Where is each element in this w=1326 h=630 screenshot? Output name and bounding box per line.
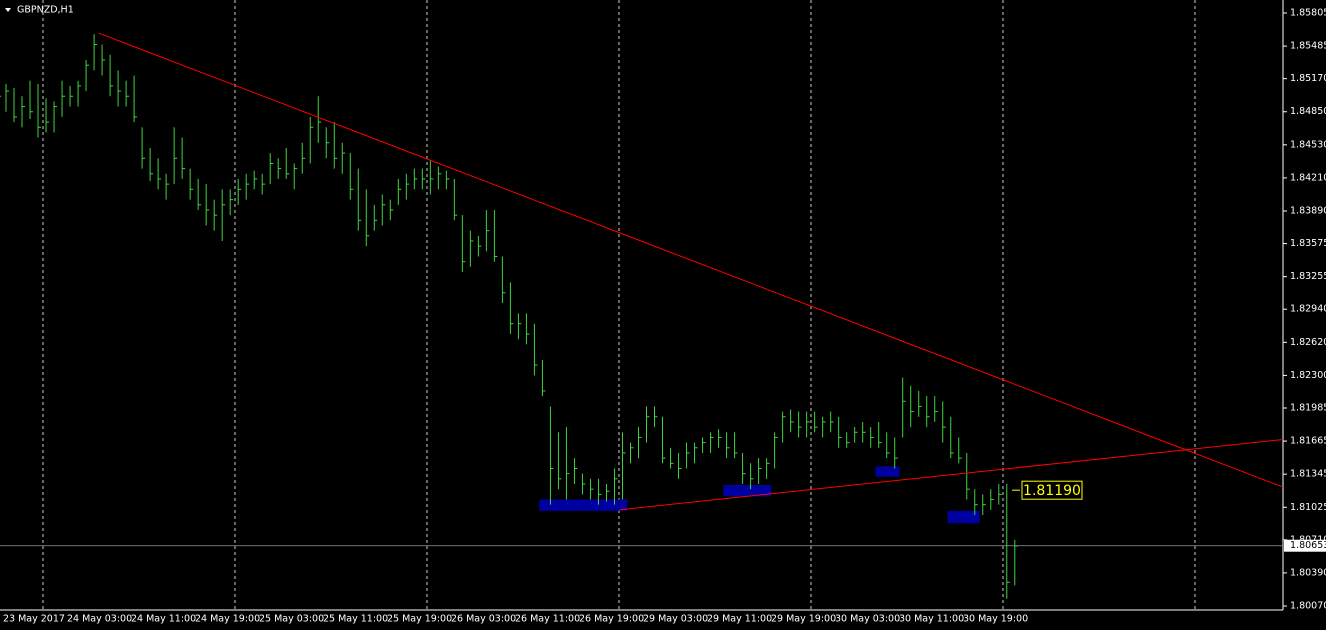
y-tick-label: 1.80070 (1290, 601, 1326, 612)
y-tick-label: 1.85485 (1290, 41, 1326, 52)
y-tick-label: 1.81665 (1290, 436, 1326, 447)
x-tick-label: 26 May 11:00 (515, 614, 580, 625)
x-tick-label: 25 May 03:00 (259, 614, 324, 625)
x-tick-label: 29 May 11:00 (707, 614, 772, 625)
x-tick-label: 26 May 19:00 (579, 614, 644, 625)
x-tick-label: 24 May 03:00 (67, 614, 132, 625)
x-tick-label: 24 May 19:00 (195, 614, 260, 625)
x-tick-label: 25 May 19:00 (387, 614, 452, 625)
chart-title: GBPNZD,H1 (17, 5, 74, 16)
y-tick-label: 1.80390 (1290, 567, 1326, 578)
y-tick-label: 1.85805 (1290, 8, 1326, 19)
support-zone (947, 510, 980, 524)
current-price-label: 1.80653 (1290, 540, 1326, 551)
x-tick-label: 23 May 2017 (3, 614, 65, 625)
x-tick-label: 29 May 03:00 (643, 614, 708, 625)
y-tick-label: 1.83575 (1290, 238, 1326, 249)
level-label-box (1021, 480, 1083, 500)
y-tick-label: 1.83255 (1290, 271, 1326, 282)
support-zone (723, 485, 772, 497)
x-tick-label: 30 May 19:00 (963, 614, 1028, 625)
dropdown-icon (5, 8, 11, 12)
trendline (98, 32, 1284, 488)
x-tick-label: 26 May 03:00 (451, 614, 516, 625)
y-tick-label: 1.81025 (1290, 502, 1326, 513)
y-tick-label: 1.84210 (1290, 172, 1326, 183)
y-tick-label: 1.82300 (1290, 370, 1326, 381)
y-tick-label: 1.83890 (1290, 206, 1326, 217)
y-tick-label: 1.81345 (1290, 469, 1326, 480)
x-tick-label: 24 May 11:00 (131, 614, 196, 625)
y-tick-label: 1.84530 (1290, 139, 1326, 150)
support-zone (539, 499, 628, 511)
level-label: 1.81190 (1023, 483, 1081, 499)
support-zone (875, 466, 900, 477)
y-tick-label: 1.82940 (1290, 304, 1326, 315)
y-tick-label: 1.84850 (1290, 106, 1326, 117)
y-tick-label: 1.85170 (1290, 73, 1326, 84)
x-tick-label: 30 May 03:00 (835, 614, 900, 625)
y-tick-label: 1.81985 (1290, 402, 1326, 413)
y-tick-label: 1.82620 (1290, 337, 1326, 348)
trendline (619, 439, 1284, 511)
x-tick-label: 30 May 11:00 (899, 614, 964, 625)
x-tick-label: 25 May 11:00 (323, 614, 388, 625)
x-tick-label: 29 May 19:00 (771, 614, 836, 625)
current-price-box (1284, 539, 1326, 552)
